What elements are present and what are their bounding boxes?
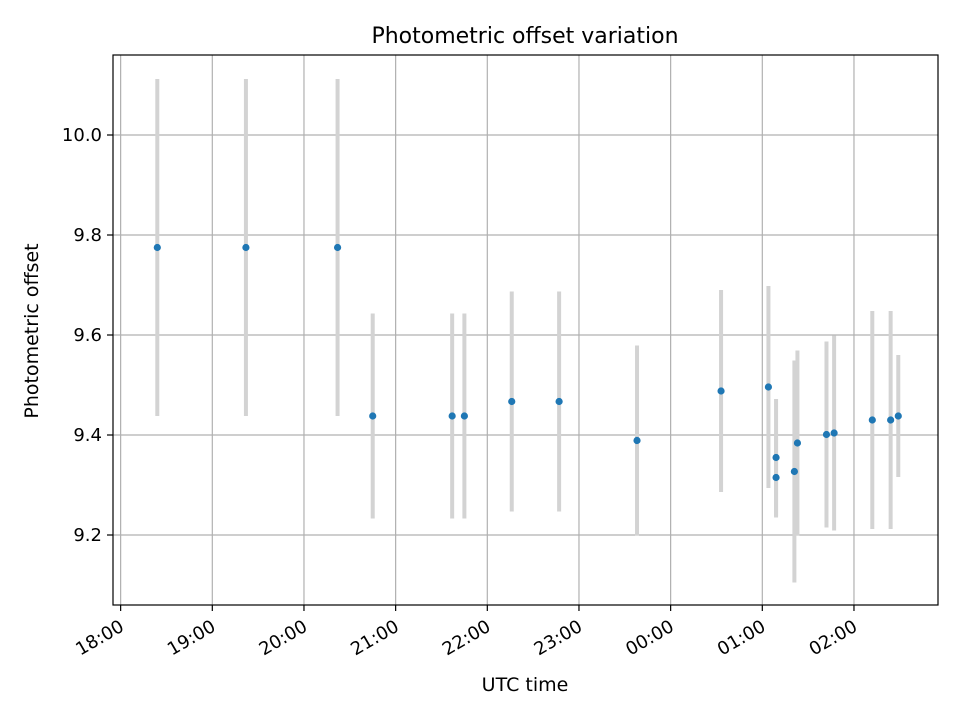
y-tick-label: 10.0 [62,125,102,146]
error-bars [155,79,901,583]
grid [113,55,938,605]
x-tick-label: 20:00 [256,616,311,660]
data-point [793,439,802,447]
data-point [717,387,725,395]
data-point [153,243,161,252]
x-axis-label: UTC time [482,674,569,696]
data-point [460,412,468,420]
data-point [448,412,456,420]
data-points [153,243,902,482]
plot-frame [112,54,939,606]
x-tick-label: 21:00 [347,616,402,660]
x-tick-label: 23:00 [531,616,586,660]
data-point [868,416,876,424]
x-axis-ticks: 18:00 19:00 20:00 21:00 22:00 23:00 00:00 01:00… [72,605,861,660]
data-point [555,397,563,406]
chart-title: Photometric offset variation [371,24,678,49]
data-point [333,243,342,252]
data-point [887,416,895,424]
y-tick-label: 9.6 [73,325,102,346]
data-point [764,383,773,391]
x-tick-label: 22:00 [439,616,494,660]
y-tick-label: 9.8 [73,225,102,246]
x-tick-label: 18:00 [72,616,127,660]
x-tick-label: 00:00 [622,616,677,660]
data-point [822,430,831,439]
y-tick-label: 9.4 [73,425,102,446]
data-point [242,243,250,252]
data-point [894,412,902,420]
x-tick-label: 01:00 [714,616,769,660]
data-point [772,473,780,482]
data-point [772,453,780,462]
y-axis-label: Photometric offset [21,243,43,418]
data-point [790,467,798,476]
y-tick-label: 9.2 [73,525,102,546]
data-point [830,429,838,437]
data-point [508,397,516,406]
data-point [633,436,641,445]
x-tick-label: 19:00 [164,616,219,660]
x-tick-label: 02:00 [806,616,861,660]
y-axis-ticks: 9.2 9.4 9.6 9.8 10.0 [62,125,113,546]
data-point [369,412,377,420]
